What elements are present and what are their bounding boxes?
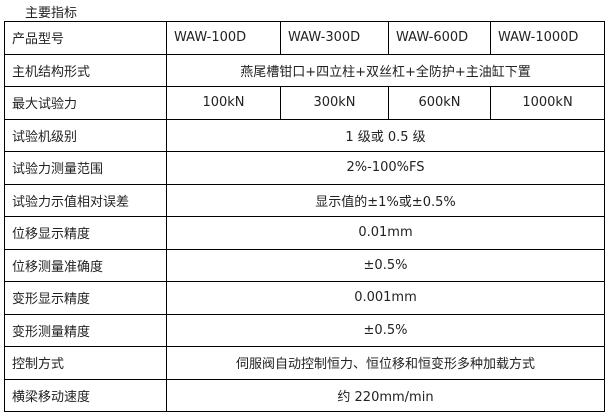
model-cell: WAW-1000D [490, 21, 605, 55]
row-value: 伺服阀自动控制恒力、恒位移和恒变形多种加载方式 [166, 346, 605, 380]
model-cell: WAW-100D [166, 21, 281, 55]
row-label: 试验机级别 [4, 118, 167, 152]
section-title: 主要指标 [25, 6, 78, 21]
table-row: 横梁移动速度约 220mm/min [4, 378, 605, 412]
table-row: 最大试验力 100kN 300kN 600kN 1000kN [4, 86, 605, 120]
force-cell: 300kN [280, 86, 389, 120]
row-label: 试验力示值相对误差 [4, 183, 167, 217]
table-row: 主机结构形式 燕尾槽钳口+四立柱+双丝杠+全防护+主油缸下置 [4, 53, 605, 87]
row-label: 位移测量准确度 [4, 248, 167, 282]
table-row: 变形测量精度 ±0.5% [4, 313, 605, 347]
row-value: ±0.5% [166, 313, 605, 347]
table-row: 试验机级别 1 级或 0.5 级 [4, 118, 605, 152]
row-value: 燕尾槽钳口+四立柱+双丝杠+全防护+主油缸下置 [166, 53, 605, 87]
row-label: 横梁移动速度 [4, 378, 167, 412]
table-row: 试验力示值相对误差 显示值的±1%或±0.5% [4, 183, 605, 217]
row-value: 约 220mm/min [166, 378, 605, 412]
row-value: 0.01mm [166, 216, 605, 250]
row-value: 1 级或 0.5 级 [166, 118, 605, 152]
model-cell: WAW-300D [280, 21, 389, 55]
row-label: 试验力测量范围 [4, 151, 167, 185]
table-row: 位移测量准确度 ±0.5% [4, 248, 605, 282]
row-label: 主机结构形式 [4, 53, 167, 87]
force-cell: 1000kN [490, 86, 605, 120]
table-row: 变形显示精度 0.001mm [4, 281, 605, 315]
row-label: 变形测量精度 [4, 313, 167, 347]
table-row: 试验力测量范围 2%-100%FS [4, 151, 605, 185]
row-value: 2%-100%FS [166, 151, 605, 185]
row-value: ±0.5% [166, 248, 605, 282]
table-row: 位移显示精度 0.01mm [4, 216, 605, 250]
table-row: 控制方式 伺服阀自动控制恒力、恒位移和恒变形多种加载方式 [4, 346, 605, 380]
force-cell: 600kN [388, 86, 491, 120]
row-value: 0.001mm [166, 281, 605, 315]
row-label: 位移显示精度 [4, 216, 167, 250]
force-cell: 100kN [166, 86, 281, 120]
row-label: 最大试验力 [4, 86, 167, 120]
row-label: 产品型号 [4, 21, 167, 55]
model-cell: WAW-600D [388, 21, 491, 55]
table-row: 产品型号 WAW-100D WAW-300D WAW-600D WAW-1000… [4, 21, 605, 55]
row-label: 变形显示精度 [4, 281, 167, 315]
spec-table: 产品型号 WAW-100D WAW-300D WAW-600D WAW-1000… [4, 21, 605, 412]
row-label: 控制方式 [4, 346, 167, 380]
row-value: 显示值的±1%或±0.5% [166, 183, 605, 217]
